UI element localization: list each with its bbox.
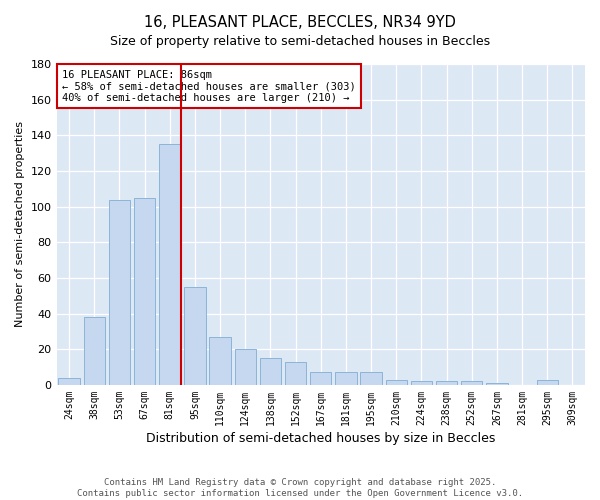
Bar [83, 317, 105, 385]
Bar [310, 372, 331, 385]
Y-axis label: Number of semi-detached properties: Number of semi-detached properties [15, 122, 25, 328]
Bar [260, 358, 281, 385]
Bar [361, 372, 382, 385]
Bar [285, 362, 307, 385]
Text: 16, PLEASANT PLACE, BECCLES, NR34 9YD: 16, PLEASANT PLACE, BECCLES, NR34 9YD [144, 15, 456, 30]
Text: 16 PLEASANT PLACE: 86sqm
← 58% of semi-detached houses are smaller (303)
40% of : 16 PLEASANT PLACE: 86sqm ← 58% of semi-d… [62, 70, 356, 103]
Bar [436, 382, 457, 385]
Bar [184, 287, 206, 385]
Bar [209, 337, 231, 385]
Text: Contains HM Land Registry data © Crown copyright and database right 2025.
Contai: Contains HM Land Registry data © Crown c… [77, 478, 523, 498]
Bar [159, 144, 181, 385]
X-axis label: Distribution of semi-detached houses by size in Beccles: Distribution of semi-detached houses by … [146, 432, 496, 445]
Bar [411, 382, 432, 385]
Bar [235, 350, 256, 385]
Bar [58, 378, 80, 385]
Text: Size of property relative to semi-detached houses in Beccles: Size of property relative to semi-detach… [110, 35, 490, 48]
Bar [109, 200, 130, 385]
Bar [486, 383, 508, 385]
Bar [386, 380, 407, 385]
Bar [335, 372, 356, 385]
Bar [134, 198, 155, 385]
Bar [536, 380, 558, 385]
Bar [461, 382, 482, 385]
